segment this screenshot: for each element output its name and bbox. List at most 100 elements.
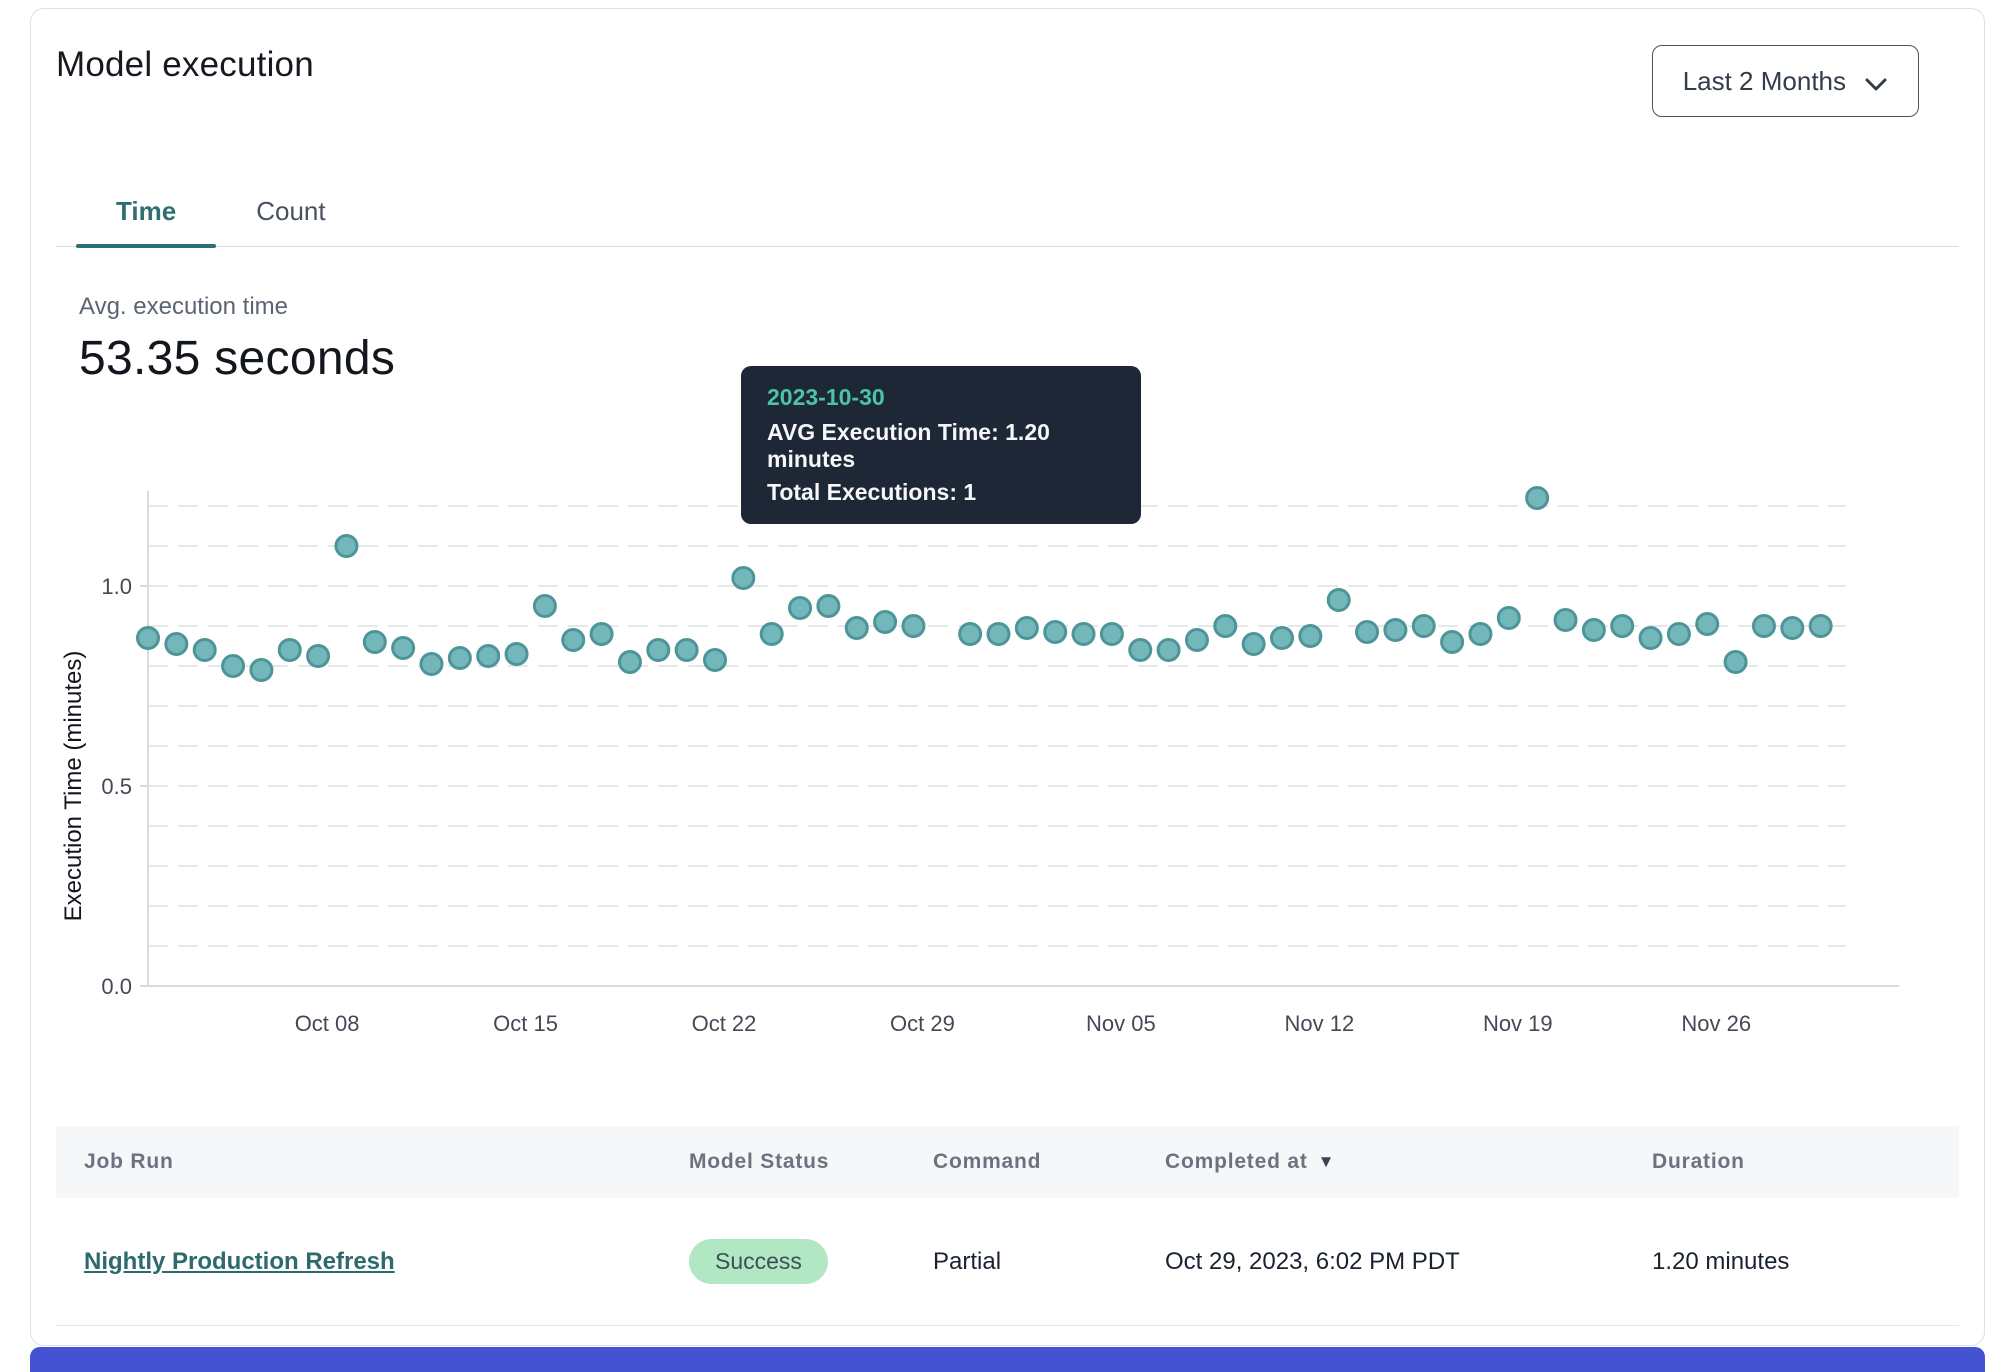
model-execution-card: Model execution Last 2 Months Time Count…: [30, 8, 1985, 1346]
data-point[interactable]: [1525, 486, 1550, 510]
data-point[interactable]: [532, 594, 557, 618]
data-point[interactable]: [1156, 638, 1181, 662]
data-point[interactable]: [901, 614, 926, 638]
data-point[interactable]: [1440, 630, 1465, 654]
sort-descending-icon: ▼: [1317, 1152, 1336, 1171]
data-point[interactable]: [1666, 622, 1691, 646]
data-point[interactable]: [731, 566, 756, 590]
data-point[interactable]: [844, 616, 869, 640]
data-point[interactable]: [1780, 616, 1805, 640]
data-point[interactable]: [136, 626, 160, 650]
executions-table: Job Run Model Status Command Completed a…: [56, 1126, 1959, 1326]
tooltip-total-executions: Total Executions: 1: [767, 479, 977, 505]
x-tick-label: Oct 29: [890, 1011, 955, 1036]
data-point[interactable]: [1695, 612, 1720, 636]
data-point[interactable]: [788, 596, 813, 620]
x-tick-label: Nov 19: [1483, 1011, 1553, 1036]
data-point[interactable]: [476, 644, 501, 668]
data-point[interactable]: [589, 622, 614, 646]
metric-value: 53.35 seconds: [79, 332, 396, 385]
tab-count[interactable]: Count: [216, 177, 365, 246]
data-point[interactable]: [1581, 618, 1606, 642]
tab-time-label: Time: [116, 196, 177, 226]
data-point[interactable]: [1270, 626, 1294, 650]
data-point[interactable]: [334, 534, 359, 558]
data-point[interactable]: [419, 652, 444, 676]
data-point[interactable]: [1099, 622, 1124, 646]
data-point[interactable]: [1751, 614, 1776, 638]
y-tick-label: 1.0: [101, 574, 132, 599]
avg-execution-metric: Avg. execution time 53.35 seconds: [79, 293, 395, 386]
data-point[interactable]: [1355, 620, 1380, 644]
data-point[interactable]: [164, 632, 189, 656]
table-row: Nightly Production Refresh Success Parti…: [56, 1198, 1959, 1326]
status-badge: Success: [689, 1239, 828, 1284]
date-range-value: Last 2 Months: [1682, 65, 1846, 96]
data-point[interactable]: [1326, 588, 1351, 612]
data-point[interactable]: [306, 644, 331, 668]
data-point[interactable]: [674, 638, 699, 662]
data-point[interactable]: [1043, 620, 1068, 644]
chart-tabs: Time Count: [56, 177, 1959, 248]
data-point[interactable]: [703, 648, 727, 672]
data-point[interactable]: [873, 610, 898, 634]
x-tick-label: Nov 12: [1284, 1011, 1354, 1036]
column-header-command: Command: [933, 1150, 1042, 1173]
data-point[interactable]: [986, 622, 1011, 646]
data-point[interactable]: [1723, 650, 1748, 674]
y-tick-label: 0.0: [101, 974, 132, 999]
data-point[interactable]: [1071, 622, 1096, 646]
date-range-dropdown[interactable]: Last 2 Months: [1651, 45, 1919, 117]
data-point[interactable]: [249, 658, 274, 682]
data-point[interactable]: [1213, 614, 1238, 638]
column-header-completed-at[interactable]: Completed at ▼: [1165, 1150, 1336, 1173]
data-point[interactable]: [1411, 614, 1436, 638]
x-tick-label: Nov 05: [1086, 1011, 1156, 1036]
data-point[interactable]: [1808, 614, 1833, 638]
data-point[interactable]: [816, 594, 841, 618]
y-tick-label: 0.5: [101, 774, 132, 799]
data-point[interactable]: [1638, 626, 1663, 650]
chevron-down-icon: [1864, 68, 1888, 99]
data-point[interactable]: [759, 622, 784, 646]
data-point[interactable]: [277, 638, 302, 662]
data-point[interactable]: [1383, 618, 1408, 642]
data-point[interactable]: [192, 638, 217, 662]
y-axis-title: Execution Time (minutes): [60, 651, 87, 922]
data-point[interactable]: [958, 622, 983, 646]
duration-cell: 1.20 minutes: [1652, 1247, 1790, 1275]
data-point[interactable]: [1553, 608, 1578, 632]
tab-time[interactable]: Time: [76, 177, 217, 248]
card-header: Model execution Last 2 Months: [56, 45, 1959, 125]
data-point[interactable]: [1610, 614, 1635, 638]
data-point[interactable]: [221, 654, 246, 678]
page-title: Model execution: [56, 45, 314, 84]
x-tick-label: Oct 08: [295, 1011, 360, 1036]
data-point[interactable]: [617, 650, 642, 674]
data-point[interactable]: [1468, 622, 1493, 646]
command-cell: Partial: [933, 1247, 1002, 1275]
data-point[interactable]: [1014, 616, 1039, 640]
x-tick-label: Oct 15: [493, 1011, 558, 1036]
data-point[interactable]: [1241, 632, 1266, 656]
x-tick-label: Oct 22: [692, 1011, 757, 1036]
data-point[interactable]: [1128, 638, 1153, 662]
tooltip-date: 2023-10-30: [767, 384, 885, 410]
tab-count-label: Count: [256, 196, 326, 226]
data-point[interactable]: [646, 638, 671, 662]
table-header: Job Run Model Status Command Completed a…: [56, 1126, 1959, 1198]
job-run-link[interactable]: Nightly Production Refresh: [84, 1247, 395, 1275]
data-point[interactable]: [1184, 628, 1209, 652]
chart-area: 0.0 0.5 1.0 Oct 08 Oct 15 Oct 22 Oct 29 Nov 05 N…: [51, 456, 1931, 1056]
metric-label: Avg. execution time: [79, 293, 289, 320]
x-tick-label: Nov 26: [1681, 1011, 1751, 1036]
data-point[interactable]: [447, 646, 472, 670]
data-point[interactable]: [362, 630, 387, 654]
data-point[interactable]: [1298, 624, 1323, 648]
bottom-bar: [30, 1347, 1985, 1372]
chart-tooltip: 2023-10-30 AVG Execution Time: 1.20 minu…: [741, 366, 1141, 524]
data-point[interactable]: [391, 636, 416, 660]
data-point[interactable]: [1496, 606, 1521, 630]
data-point[interactable]: [504, 642, 529, 666]
data-point[interactable]: [561, 628, 586, 652]
